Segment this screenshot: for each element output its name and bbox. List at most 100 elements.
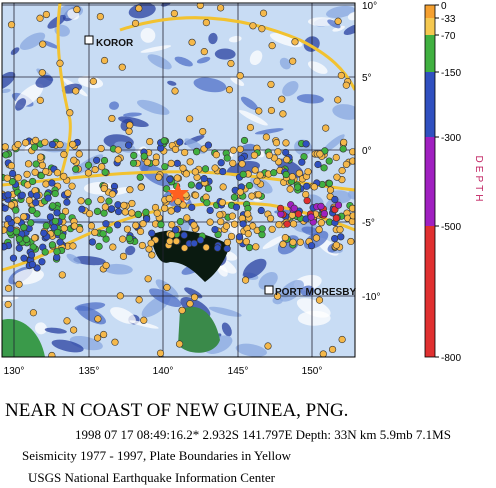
- earthquake: [317, 219, 325, 227]
- earthquake: [195, 182, 203, 190]
- earthquake: [239, 170, 247, 179]
- earthquake: [94, 334, 102, 342]
- bathymetry-patch: [347, 189, 355, 200]
- bathymetry-patch: [196, 56, 211, 64]
- earthquake: [182, 170, 190, 178]
- bathymetry-patch: [123, 112, 142, 117]
- earthquake: [114, 155, 122, 164]
- earthquake: [14, 174, 22, 182]
- earthquake: [49, 202, 57, 210]
- earthquake: [61, 207, 70, 216]
- earthquake: [230, 220, 239, 228]
- earthquake: [27, 251, 36, 259]
- earthquake: [218, 198, 226, 207]
- earthquake: [253, 177, 261, 185]
- earthquake: [39, 40, 47, 48]
- bathymetry-patch: [149, 288, 182, 308]
- bathymetry-patch: [307, 17, 336, 27]
- earthquake: [238, 160, 246, 168]
- earthquake: [228, 212, 236, 220]
- earthquake: [190, 221, 198, 229]
- earthquake: [108, 190, 116, 198]
- earthquake: [7, 225, 15, 233]
- bathymetry-patch: [2, 296, 19, 302]
- earthquake: [125, 127, 133, 135]
- earthquake: [157, 221, 165, 229]
- earthquake: [176, 218, 184, 226]
- earthquake: [20, 213, 28, 221]
- earthquake: [259, 9, 268, 17]
- earthquake: [222, 222, 231, 230]
- earthquake: [7, 21, 16, 29]
- earthquake: [63, 198, 71, 206]
- earthquake: [140, 316, 148, 324]
- earthquake: [134, 210, 142, 218]
- earthquake: [36, 96, 44, 104]
- earthquake: [2, 143, 9, 151]
- bathymetry-patch: [47, 14, 66, 29]
- bathymetry-patch: [147, 54, 172, 70]
- earthquake: [349, 157, 355, 165]
- earthquake: [72, 87, 80, 95]
- earthquake: [171, 145, 180, 153]
- earthquake: [94, 315, 102, 323]
- earthquake: [336, 226, 344, 234]
- bathymetry-patch: [118, 116, 149, 128]
- earthquake: [242, 238, 250, 246]
- earthquake: [105, 197, 113, 205]
- earthquake: [38, 258, 46, 266]
- earthquake: [69, 140, 77, 148]
- earthquake: [268, 225, 276, 233]
- earthquake: [24, 160, 33, 168]
- bathymetry-patch: [140, 45, 172, 53]
- earthquake: [97, 144, 105, 153]
- earthquake: [119, 235, 127, 243]
- earthquake: [223, 154, 231, 162]
- earthquake: [244, 210, 252, 218]
- earthquake: [77, 197, 85, 205]
- legend-label: -150: [441, 68, 461, 79]
- earthquake: [123, 225, 132, 233]
- earthquake: [2, 226, 8, 234]
- land: [178, 306, 220, 353]
- earthquake: [148, 229, 156, 237]
- earthquake: [266, 214, 275, 223]
- earthquake: [2, 204, 9, 212]
- earthquake: [332, 241, 341, 249]
- earthquake: [56, 141, 64, 149]
- earthquake: [217, 218, 225, 226]
- bathymetry-patch: [326, 5, 355, 19]
- latitude-label: -5°: [362, 218, 375, 229]
- earthquake: [245, 243, 254, 252]
- earthquake: [36, 153, 45, 161]
- earthquake: [256, 171, 264, 179]
- bathymetry-patch: [249, 50, 263, 66]
- earthquake: [32, 199, 40, 207]
- caption-event: 1998 07 17 08:49:16.2* 2.932S 141.797E D…: [75, 427, 451, 442]
- earthquake: [8, 169, 17, 178]
- earthquake: [46, 213, 55, 221]
- earthquake: [165, 194, 173, 203]
- bathymetry-patch: [208, 306, 242, 317]
- earthquake: [135, 296, 143, 304]
- earthquake: [63, 317, 71, 325]
- bathymetry-patch: [184, 287, 203, 299]
- latitude-label: 0°: [362, 146, 372, 157]
- earthquake: [236, 188, 244, 196]
- bathymetry-patch: [238, 110, 268, 126]
- longitude-label: 150°: [302, 366, 323, 377]
- bathymetry-patch: [110, 307, 136, 324]
- earthquake: [270, 169, 278, 177]
- earthquake: [125, 234, 134, 242]
- place-label: KOROR: [96, 38, 134, 49]
- earthquake: [2, 243, 8, 251]
- earthquake: [337, 71, 345, 80]
- earthquake: [84, 161, 93, 169]
- earthquake: [267, 80, 275, 89]
- bathymetry-patch: [2, 88, 11, 94]
- bathymetry-patch: [258, 271, 278, 290]
- earthquake: [8, 178, 16, 186]
- earthquake: [114, 208, 123, 216]
- earthquake: [219, 167, 227, 176]
- earthquake: [125, 141, 133, 149]
